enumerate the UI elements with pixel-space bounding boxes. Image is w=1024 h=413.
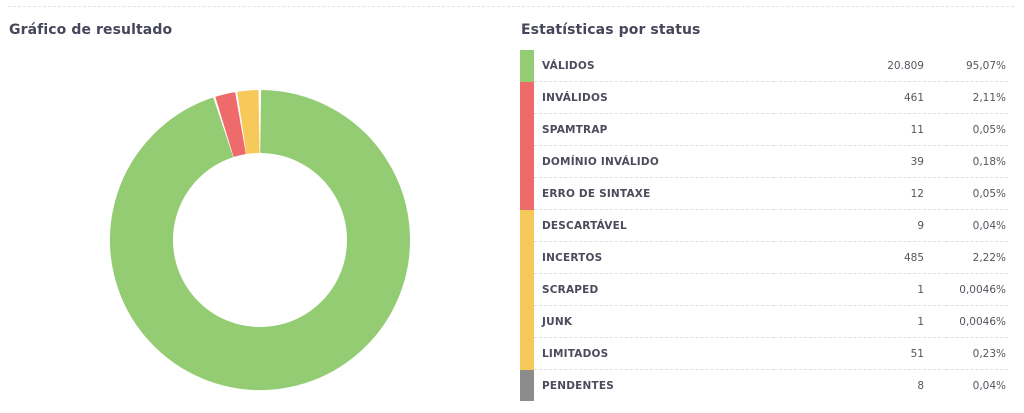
status-color-bar: [520, 337, 534, 370]
stats-row: ERRO DE SINTAXE 12 0,05%: [520, 177, 1008, 210]
status-color-bar: [520, 177, 534, 210]
status-label: ERRO DE SINTAXE: [534, 177, 774, 210]
stats-row: LIMITADOS 51 0,23%: [520, 337, 1008, 370]
status-color-bar: [520, 145, 534, 178]
stats-row: VÁLIDOS 20.809 95,07%: [520, 50, 1008, 82]
status-label: PENDENTES: [542, 379, 615, 392]
status-count: 11: [774, 113, 946, 146]
status-color-bar: [520, 273, 534, 306]
status-label: LIMITADOS: [534, 337, 774, 370]
stats-row: INVÁLIDOS 461 2,11%: [520, 81, 1008, 114]
status-count: 12: [774, 177, 946, 210]
status-color-bar: [520, 241, 534, 274]
donut-slice[interactable]: [110, 90, 410, 390]
stats-row: DESCARTÁVEL 9 0,04%: [520, 209, 1008, 242]
stats-row: SPAMTRAP 11 0,05%: [520, 113, 1008, 146]
status-percentage: 0,04%: [946, 209, 1008, 242]
status-percentage: 95,07%: [946, 50, 1008, 82]
status-count: 9: [774, 209, 946, 242]
stats-title: Estatísticas por status: [521, 22, 701, 38]
status-percentage: 0,0046%: [946, 305, 1008, 338]
status-percentage: 0,05%: [946, 113, 1008, 146]
status-label: INCERTOS: [534, 241, 774, 274]
status-percentage: 0,18%: [946, 145, 1008, 178]
status-count: 1: [774, 273, 946, 306]
stats-row: INCERTOS 485 2,22%: [520, 241, 1008, 274]
status-label: JUNK: [534, 305, 774, 338]
donut-slice[interactable]: [237, 90, 260, 154]
status-percentage: 0,05%: [946, 177, 1008, 210]
stats-row: JUNK 1 0,0046%: [520, 305, 1008, 338]
status-count: 20.809: [774, 50, 946, 82]
stats-row: DOMÍNIO INVÁLIDO 39 0,18%: [520, 145, 1008, 178]
top-divider: [8, 6, 1014, 7]
status-count: 39: [774, 145, 946, 178]
status-count: 485: [774, 241, 946, 274]
status-color-bar: [520, 305, 534, 338]
stats-row: PENDENTES 8 0,04%: [520, 369, 1008, 401]
status-count: 51: [774, 337, 946, 370]
stats-row: SCRAPED 1 0,0046%: [520, 273, 1008, 306]
status-percentage: 0,0046%: [946, 273, 1008, 306]
status-percentage: 0,04%: [972, 379, 1006, 392]
status-count: 461: [774, 81, 946, 114]
status-percentage: 2,11%: [946, 81, 1008, 114]
status-count: 8: [917, 379, 924, 392]
donut-slice[interactable]: [215, 92, 246, 157]
status-label: SCRAPED: [534, 273, 774, 306]
status-color-bar: [520, 113, 534, 146]
status-color-bar: [520, 369, 534, 401]
status-count: 1: [774, 305, 946, 338]
status-label: INVÁLIDOS: [534, 81, 774, 114]
status-percentage: 0,23%: [946, 337, 1008, 370]
status-color-bar: [520, 209, 534, 242]
result-donut-chart: [110, 90, 410, 390]
status-color-bar: [520, 50, 534, 82]
status-label: SPAMTRAP: [534, 113, 774, 146]
status-label: DESCARTÁVEL: [534, 209, 774, 242]
status-color-bar: [520, 81, 534, 114]
status-percentage: 2,22%: [946, 241, 1008, 274]
donut-slices: [110, 90, 410, 390]
status-label: VÁLIDOS: [534, 50, 774, 82]
status-label: DOMÍNIO INVÁLIDO: [534, 145, 774, 178]
chart-title: Gráfico de resultado: [9, 22, 173, 38]
status-stats-table: VÁLIDOS 20.809 95,07% INVÁLIDOS 461 2,11% SPAM…: [520, 50, 1008, 401]
